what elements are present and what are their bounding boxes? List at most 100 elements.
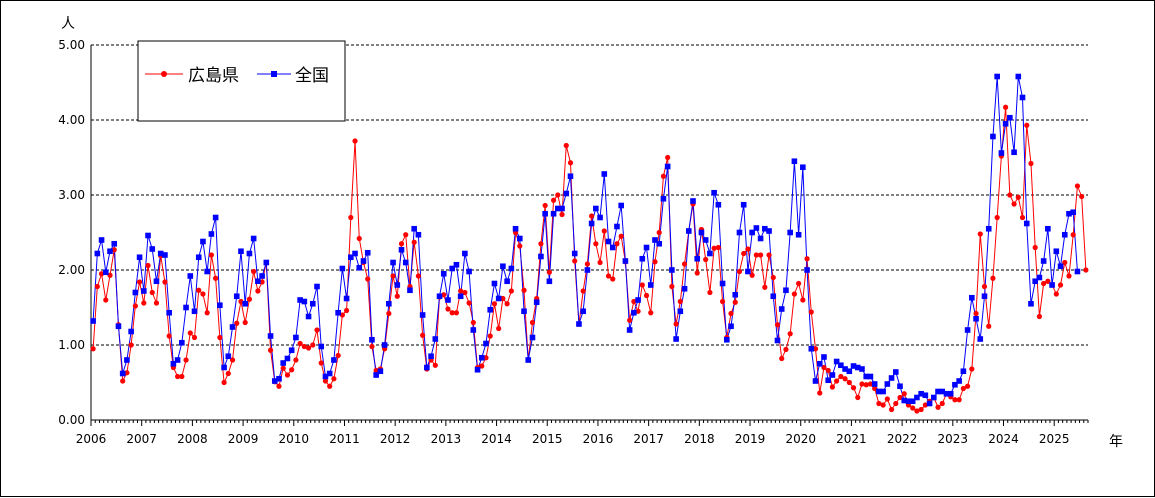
point-national: [673, 336, 679, 342]
point-hiroshima: [369, 343, 375, 350]
point-hiroshima: [555, 192, 561, 198]
point-national: [386, 300, 392, 307]
point-national: [981, 293, 988, 300]
point-hiroshima: [631, 298, 637, 305]
point-hiroshima: [846, 379, 852, 386]
point-national: [838, 362, 844, 369]
point-national: [377, 368, 384, 375]
point-hiroshima: [1045, 278, 1051, 284]
y-tick-label: 0.00: [58, 413, 85, 427]
point-national: [1057, 263, 1064, 270]
point-hiroshima: [990, 275, 996, 281]
point-national: [880, 388, 886, 395]
point-national: [187, 273, 194, 279]
point-hiroshima: [441, 292, 447, 298]
point-hiroshima: [432, 362, 438, 368]
point-national: [343, 295, 350, 302]
point-national: [314, 283, 320, 290]
point-national: [723, 336, 730, 343]
point-hiroshima: [335, 352, 341, 359]
point-hiroshima: [276, 383, 282, 389]
point-national: [233, 293, 240, 300]
point-hiroshima: [322, 378, 329, 384]
point-national: [533, 299, 540, 306]
point-national: [609, 244, 616, 251]
point-national: [449, 265, 456, 272]
point-hiroshima: [538, 241, 544, 247]
point-hiroshima: [589, 213, 595, 219]
point-national: [656, 240, 663, 247]
series-line-1: [92, 76, 1078, 405]
x-tick-label: 2013: [431, 432, 462, 446]
point-national: [1032, 278, 1038, 285]
x-axis-unit-label: 年: [1109, 434, 1123, 450]
point-hiroshima: [808, 309, 814, 315]
point-hiroshima: [964, 383, 971, 389]
point-national: [419, 312, 426, 318]
point-hiroshima: [356, 235, 362, 242]
point-hiroshima: [1032, 244, 1038, 251]
point-national: [652, 237, 658, 243]
point-hiroshima: [614, 241, 620, 247]
point-national: [842, 366, 848, 372]
point-hiroshima: [500, 295, 506, 302]
point-hiroshima: [728, 310, 734, 317]
point-hiroshima: [546, 269, 552, 275]
point-hiroshima: [445, 306, 451, 312]
point-hiroshima: [398, 241, 405, 247]
x-tick-label: 2016: [583, 432, 614, 446]
point-hiroshima: [677, 298, 683, 305]
point-national: [453, 261, 460, 268]
point-national: [859, 366, 865, 372]
point-hiroshima: [128, 342, 134, 348]
point-hiroshima: [365, 276, 371, 282]
point-national: [398, 246, 405, 253]
point-hiroshima: [918, 406, 924, 413]
point-national: [947, 390, 954, 397]
point-hiroshima: [694, 270, 700, 276]
point-hiroshima: [804, 256, 810, 262]
point-hiroshima: [762, 284, 768, 290]
point-national: [702, 237, 709, 243]
point-hiroshima: [969, 366, 975, 372]
point-national: [715, 201, 722, 208]
y-tick-label: 3.00: [58, 188, 85, 202]
point-hiroshima: [1066, 273, 1072, 279]
point-national: [132, 289, 139, 296]
point-hiroshima: [259, 279, 265, 285]
point-national: [487, 306, 494, 313]
point-hiroshima: [825, 367, 831, 374]
point-hiroshima: [635, 308, 641, 314]
point-national: [952, 381, 958, 388]
point-hiroshima: [462, 289, 468, 296]
point-national: [622, 258, 629, 264]
point-hiroshima: [888, 406, 895, 413]
point-hiroshima: [605, 273, 612, 279]
point-hiroshima: [593, 241, 599, 247]
point-hiroshima: [153, 300, 160, 306]
point-national: [1036, 274, 1043, 281]
point-national: [339, 265, 346, 272]
point-national: [179, 339, 185, 346]
y-axis-tick-labels: 0.00 1.00 2.00 3.00 4.00 5.00: [58, 38, 85, 427]
point-national: [217, 302, 223, 309]
point-hiroshima: [1070, 232, 1076, 238]
point-hiroshima: [348, 214, 354, 221]
point-national: [808, 345, 815, 352]
point-hiroshima: [542, 202, 548, 209]
point-national: [783, 287, 789, 294]
point-national: [436, 293, 443, 300]
point-national: [711, 189, 717, 196]
point-hiroshima: [749, 272, 755, 278]
point-hiroshima: [191, 334, 198, 341]
point-national: [1053, 248, 1060, 255]
point-hiroshima: [838, 373, 844, 380]
point-national: [791, 158, 798, 165]
point-hiroshima: [162, 279, 168, 285]
point-national: [119, 370, 126, 377]
point-national: [542, 210, 548, 217]
point-hiroshima: [289, 367, 295, 373]
point-hiroshima: [648, 310, 654, 316]
point-hiroshima: [863, 382, 869, 388]
point-hiroshima: [681, 261, 688, 267]
